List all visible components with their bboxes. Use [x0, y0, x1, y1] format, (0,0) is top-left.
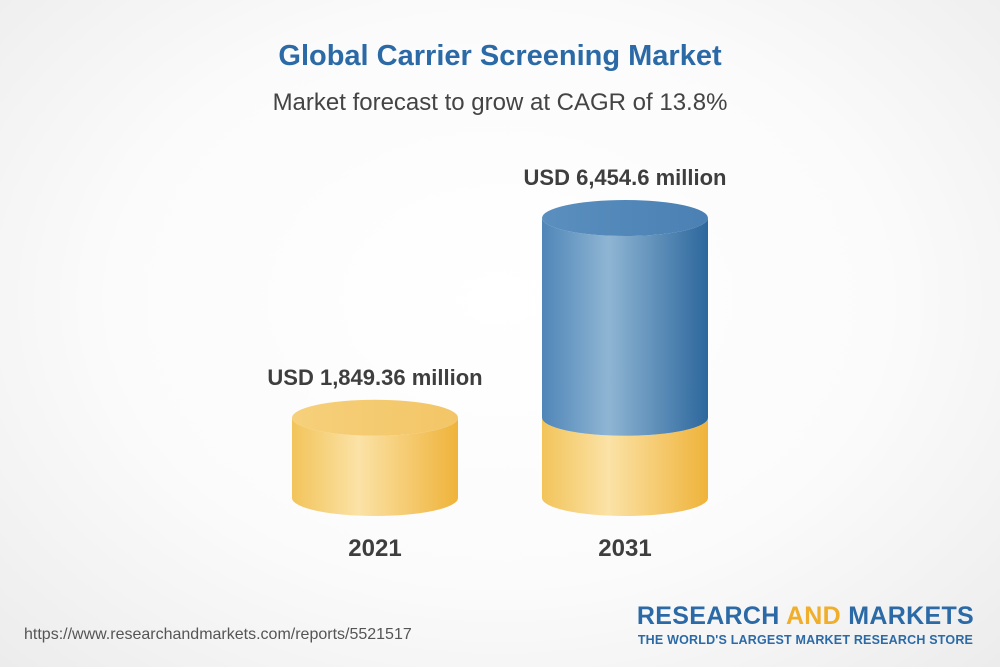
brand-logo: RESEARCH AND MARKETS THE WORLD'S LARGEST… — [637, 602, 974, 647]
category-label: 2021 — [348, 535, 401, 562]
source-url[interactable]: https://www.researchandmarkets.com/repor… — [24, 626, 412, 643]
bar-2031: USD 6,454.6 million 2031 — [524, 165, 727, 562]
bar-2021: USD 1,849.36 million 2021 — [267, 365, 482, 562]
chart-title: Global Carrier Screening Market — [278, 40, 722, 72]
value-label: USD 1,849.36 million — [267, 365, 482, 390]
brand-tagline: THE WORLD'S LARGEST MARKET RESEARCH STOR… — [637, 633, 974, 647]
value-label: USD 6,454.6 million — [524, 165, 727, 190]
cylinder-side — [292, 417, 458, 516]
cylinder-growth-segment — [542, 218, 708, 436]
cylinder-top — [542, 200, 708, 236]
brand-name: RESEARCH AND MARKETS — [636, 602, 974, 630]
chart-subtitle: Market forecast to grow at CAGR of 13.8% — [272, 89, 728, 116]
cylinder-base-segment — [542, 417, 708, 516]
cylinder-top — [292, 399, 458, 436]
category-label: 2031 — [598, 535, 651, 562]
